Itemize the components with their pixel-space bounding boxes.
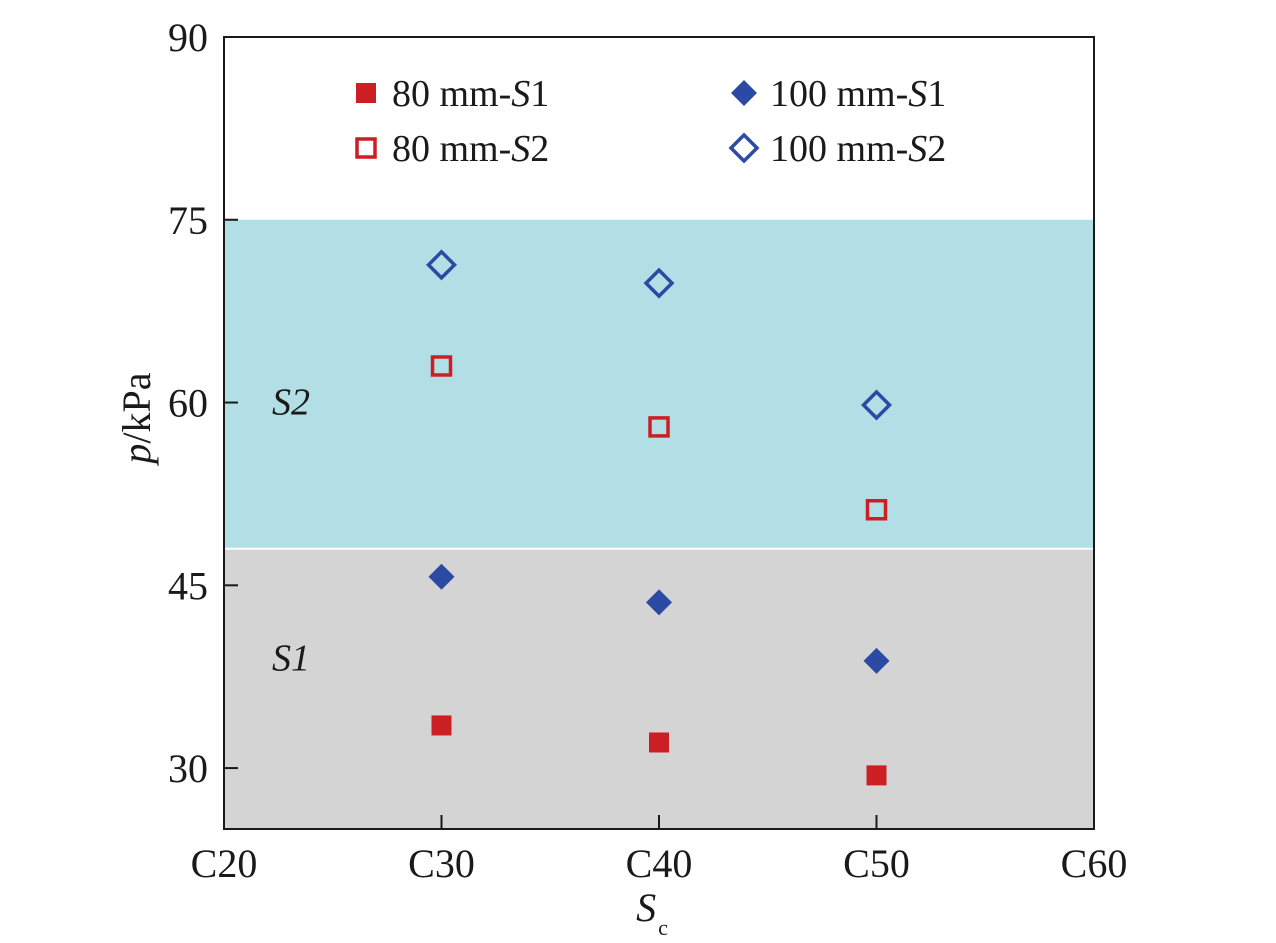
x-tick-label: C20 [191,841,258,886]
legend-item: 80 mm-S1 [356,73,549,115]
point-100mm-s1-c50 [863,647,890,674]
y-tick-label: 75 [168,198,208,243]
x-tick-label: C50 [843,841,910,886]
legend-marker-square [356,83,376,103]
legend-label: 100 mm-S1 [770,73,946,115]
y-tick-label: 45 [168,563,208,608]
region-label-s1: S1 [272,637,310,679]
legend-item: 100 mm-S1 [731,73,946,115]
point-80mm-s2-c40 [648,416,670,438]
axes: 30 45 60 75 90 C20 C30 C40 C50 C60 Sc p/kPa [114,15,1127,940]
y-tick-label: 30 [168,746,208,791]
point-80mm-s1-c50 [866,765,887,786]
point-100mm-s2-c40 [643,267,675,299]
point-100mm-s2-c50 [861,389,892,421]
region-labels: S1 S2 [272,382,310,680]
x-tick-label: C30 [408,841,475,886]
y-tick-label: 60 [168,381,208,426]
region-label-s2: S2 [272,382,310,424]
x-tick-label: C40 [626,841,693,886]
y-axis-title: p/kPa [114,372,159,466]
point-80mm-s1-c40 [649,732,669,753]
point-80mm-s2-c30 [430,355,453,377]
x-axis-title: Sc [636,885,668,940]
x-tick-label: C60 [1061,841,1128,886]
legend-marker-diamond [728,132,760,164]
point-100mm-s1-c40 [646,589,672,616]
legend-item: 80 mm-S2 [355,128,549,170]
legend-label: 100 mm-S2 [770,128,946,170]
point-80mm-s1-c30 [431,715,452,736]
legend-label: 80 mm-S1 [392,73,549,115]
point-80mm-s2-c50 [865,499,888,521]
point-100mm-s1-c30 [428,563,455,590]
legend: 80 mm-S1 80 mm-S2 100 mm-S1 100 mm-S2 [355,73,946,170]
legend-marker-square [355,137,377,159]
data-points [426,249,892,786]
legend-item: 100 mm-S2 [728,128,946,170]
point-100mm-s2-c30 [426,249,457,281]
y-tick-label: 90 [168,15,208,60]
legend-label: 80 mm-S2 [392,128,549,170]
legend-marker-diamond [731,80,757,106]
region-band-s2 [224,219,1094,549]
